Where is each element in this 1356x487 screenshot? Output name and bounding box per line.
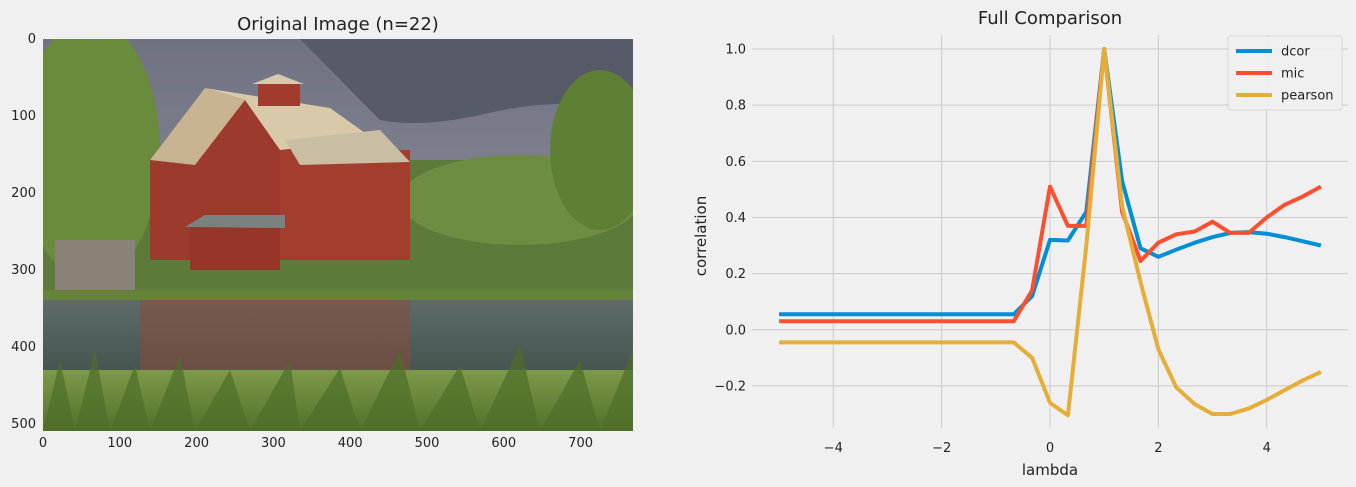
x-tick-label: 200 — [184, 436, 209, 451]
chart-y-ticks: −0.2 0.0 0.2 0.4 0.6 0.8 1.0 — [714, 43, 746, 395]
y-tick-label: 300 — [11, 263, 36, 278]
y-tick-label: 0.2 — [725, 267, 746, 282]
y-axis-label: correlation — [692, 196, 710, 277]
x-tick-label: 500 — [415, 436, 440, 451]
y-tick-label: 0.4 — [725, 211, 746, 226]
x-tick-label: 0 — [39, 436, 47, 451]
x-tick-label: −4 — [824, 441, 843, 456]
legend-label-mic: mic — [1281, 67, 1304, 82]
image-x-axis: 0 100 200 300 400 500 600 700 — [39, 436, 593, 451]
x-tick-label: 0 — [1046, 441, 1054, 456]
y-tick-label: 0.6 — [725, 155, 746, 170]
barn-landscape-photo — [43, 39, 633, 431]
legend-box — [1227, 35, 1343, 111]
image-title: Original Image (n=22) — [237, 14, 439, 35]
y-tick-label: 500 — [11, 417, 36, 432]
y-tick-label: 0.0 — [725, 323, 746, 338]
chart-x-ticks: −4 −2 0 2 4 — [824, 441, 1271, 456]
x-tick-label: 700 — [568, 436, 593, 451]
y-tick-label: 200 — [11, 186, 36, 201]
x-tick-label: 400 — [338, 436, 363, 451]
legend-label-dcor: dcor — [1281, 45, 1310, 60]
y-tick-label: −0.2 — [714, 379, 746, 394]
x-tick-label: −2 — [932, 441, 951, 456]
x-tick-label: 100 — [107, 436, 132, 451]
x-axis-label: lambda — [1022, 461, 1078, 479]
series-line-mic — [779, 47, 1322, 324]
line-chart-panel: Full Comparison −4 −2 0 2 4 −0.2 0.0 0.2 0.4 0.6… — [692, 8, 1348, 479]
series-line-pearson — [779, 47, 1322, 418]
y-tick-label: 0 — [28, 32, 36, 47]
y-tick-label: 1.0 — [725, 43, 746, 58]
y-tick-label: 400 — [11, 340, 36, 355]
x-tick-label: 2 — [1154, 441, 1162, 456]
chart-legend: dcor mic pearson — [1227, 35, 1343, 111]
chart-series — [779, 47, 1322, 418]
x-tick-label: 4 — [1263, 441, 1271, 456]
y-tick-label: 0.8 — [725, 99, 746, 114]
x-tick-label: 600 — [491, 436, 516, 451]
image-y-axis: 0 100 200 300 400 500 — [11, 32, 36, 432]
legend-label-pearson: pearson — [1281, 89, 1334, 104]
y-tick-label: 100 — [11, 109, 36, 124]
chart-title: Full Comparison — [978, 8, 1122, 29]
x-tick-label: 300 — [261, 436, 286, 451]
image-panel: Original Image (n=22) — [11, 14, 633, 451]
